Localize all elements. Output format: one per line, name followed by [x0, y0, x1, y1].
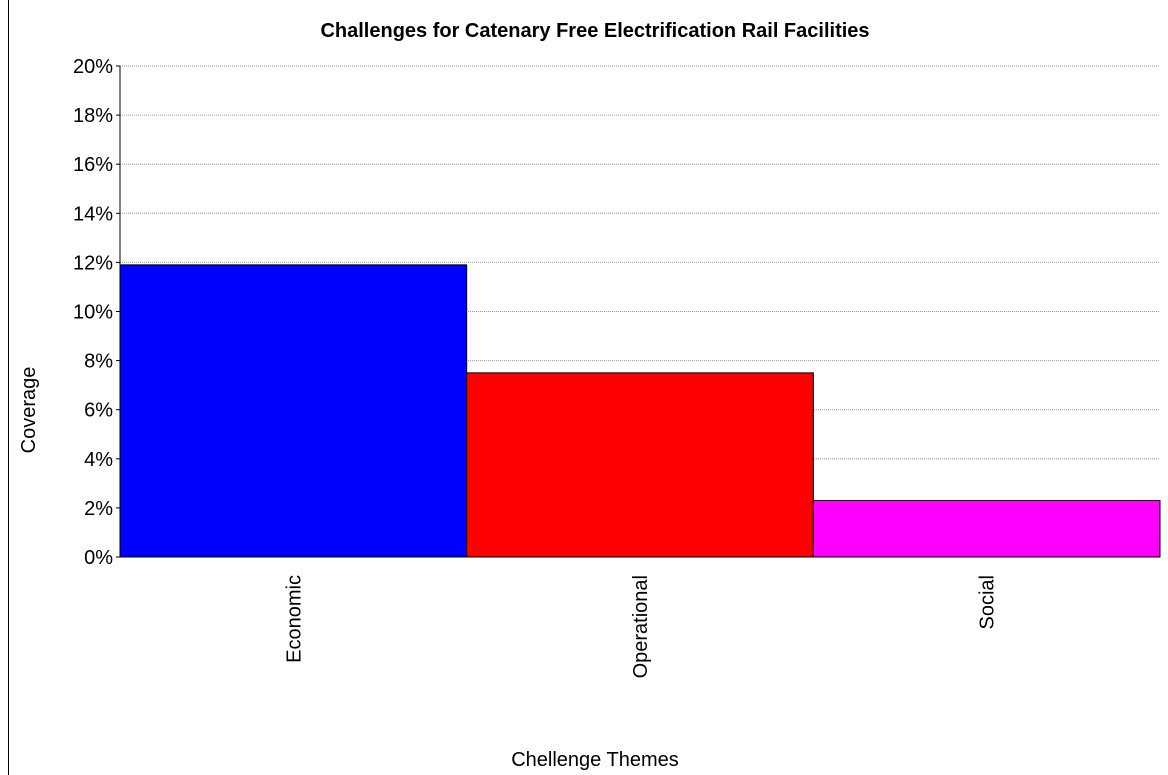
y-tick-label: 20% — [73, 56, 113, 78]
y-axis-label: Coverage — [18, 367, 40, 454]
y-tick-label: 18% — [73, 105, 113, 127]
bar-economic — [119, 264, 468, 558]
x-tick-label-operational: Operational — [630, 575, 652, 678]
y-tick-label: 8% — [84, 351, 113, 373]
y-tick-label: 4% — [84, 449, 113, 471]
bar-social — [812, 500, 1161, 558]
x-axis-label: Chellenge Themes — [511, 749, 679, 771]
y-tick-label: 14% — [73, 203, 113, 225]
x-axis-ticks: Economic Operational Social — [283, 575, 998, 678]
bar-operational — [466, 372, 814, 558]
y-tick-label: 6% — [84, 400, 113, 422]
y-tick-label: 2% — [84, 498, 113, 520]
y-tick-label: 10% — [73, 302, 113, 324]
x-tick-label-social: Social — [977, 575, 999, 629]
y-tick-label: 16% — [73, 154, 113, 176]
y-tick-label: 0% — [84, 547, 113, 569]
chart-frame — [8, 0, 1167, 775]
y-tick-label: 12% — [73, 252, 113, 274]
y-axis-ticks: 0% 2% 4% 6% 8% 10% 12% 14% 16% 18% 20% — [73, 56, 120, 569]
bars — [119, 264, 1161, 558]
chart-title: Challenges for Catenary Free Electrifica… — [320, 20, 869, 42]
x-tick-label-economic: Economic — [283, 575, 305, 663]
